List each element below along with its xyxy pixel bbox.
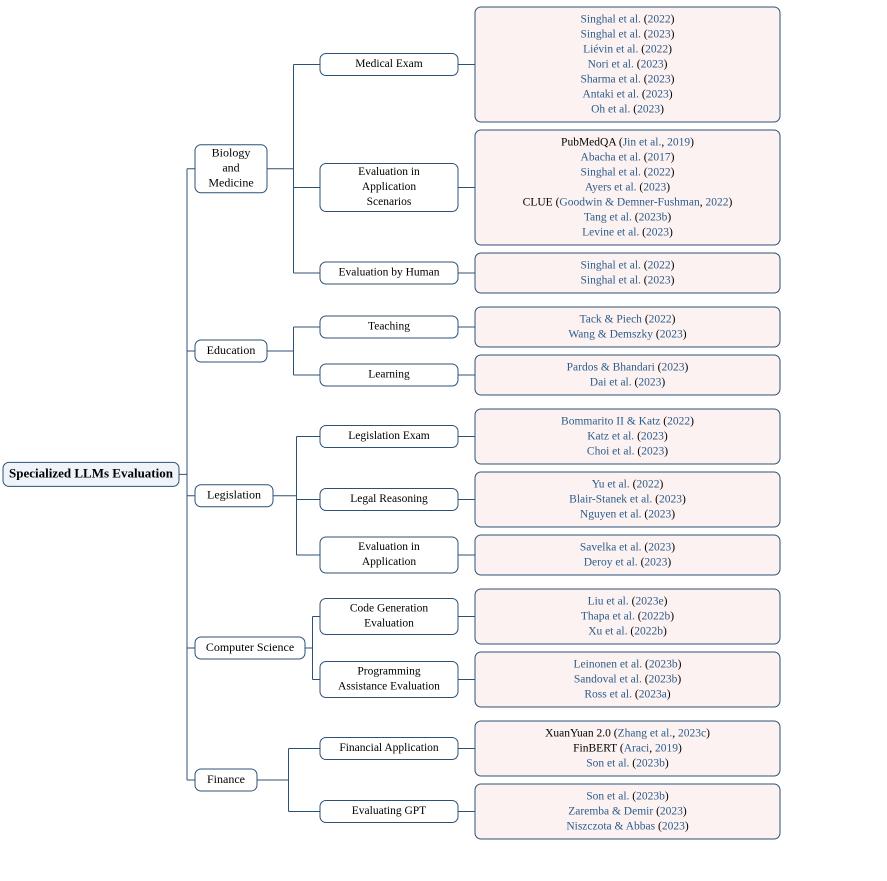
- sub-label-fin_gpt: Evaluating GPT: [352, 805, 426, 817]
- svg-text:Medical Exam: Medical Exam: [355, 58, 422, 70]
- ref-bio_app-6: Levine et al. (2023): [582, 226, 673, 238]
- svg-text:and: and: [222, 161, 239, 175]
- svg-text:Legislation: Legislation: [207, 488, 261, 502]
- ref-leg_reas-1: Blair-Stanek et al. (2023): [569, 493, 686, 505]
- edge-cat-fin: [257, 749, 320, 812]
- ref-bio_app-4: CLUE (Goodwin & Demner-Fushman, 2022): [523, 196, 733, 208]
- ref-cs_prog-2: Ross et al. (2023a): [584, 688, 670, 700]
- ref-bio_exam-3: Nori et al. (2023): [588, 58, 668, 70]
- ref-leg_app-1: Deroy et al. (2023): [584, 556, 672, 568]
- ref-bio_exam-5: Antaki et al. (2023): [582, 88, 672, 100]
- ref-leg_reas-2: Nguyen et al. (2023): [580, 508, 675, 520]
- ref-fin_app-1: FinBERT (Araci, 2019): [573, 742, 682, 754]
- sub-label-edu_teach: Teaching: [368, 321, 410, 333]
- ref-fin_gpt-2: Niszczota & Abbas (2023): [566, 820, 689, 832]
- ref-bio_exam-1: Singhal et al. (2023): [581, 28, 675, 40]
- ref-edu_teach-0: Tack & Piech (2022): [580, 313, 676, 325]
- svg-text:Finance: Finance: [207, 772, 245, 786]
- svg-text:Application: Application: [362, 181, 417, 193]
- sub-label-leg_exam: Legislation Exam: [348, 430, 429, 442]
- svg-text:Evaluation by Human: Evaluation by Human: [339, 267, 440, 279]
- ref-bio_app-5: Tang et al. (2023b): [584, 211, 672, 223]
- ref-bio_app-0: PubMedQA (Jin et al., 2019): [561, 136, 694, 148]
- svg-text:Specialized LLMs Evaluation: Specialized LLMs Evaluation: [9, 465, 174, 480]
- ref-bio_hum-1: Singhal et al. (2023): [581, 274, 675, 286]
- svg-text:Evaluating GPT: Evaluating GPT: [352, 805, 426, 817]
- ref-fin_app-0: XuanYuan 2.0 (Zhang et al., 2023c): [545, 727, 710, 739]
- cat-label-edu: Education: [207, 343, 256, 357]
- sub-label-bio_app: Evaluation in Application Scenarios: [358, 166, 420, 208]
- ref-leg_app-0: Savelka et al. (2023): [580, 541, 675, 553]
- svg-text:Financial Application: Financial Application: [339, 742, 439, 754]
- svg-text:Assistance Evaluation: Assistance Evaluation: [338, 681, 440, 693]
- svg-text:Education: Education: [207, 343, 256, 357]
- svg-text:Legislation Exam: Legislation Exam: [348, 430, 429, 442]
- svg-text:Evaluation: Evaluation: [364, 618, 414, 630]
- ref-edu_learn-1: Dai et al. (2023): [590, 376, 666, 388]
- svg-text:Teaching: Teaching: [368, 321, 410, 333]
- svg-text:Scenarios: Scenarios: [367, 196, 412, 208]
- ref-bio_app-1: Abacha et al. (2017): [581, 151, 675, 163]
- ref-bio_exam-0: Singhal et al. (2022): [581, 13, 675, 25]
- ref-bio_exam-4: Sharma et al. (2023): [581, 73, 675, 85]
- svg-text:Learning: Learning: [368, 369, 410, 381]
- ref-leg_reas-0: Yu et al. (2022): [592, 478, 664, 490]
- ref-cs_code-1: Thapa et al. (2022b): [581, 610, 674, 622]
- ref-cs_code-2: Xu et al. (2022b): [588, 625, 667, 637]
- ref-cs_code-0: Liu et al. (2023e): [588, 595, 668, 607]
- ref-bio_hum-0: Singhal et al. (2022): [581, 259, 675, 271]
- edge-cat-cs: [305, 617, 320, 680]
- svg-text:Medicine: Medicine: [208, 176, 253, 190]
- ref-edu_learn-0: Pardos & Bhandari (2023): [567, 361, 689, 373]
- ref-fin_gpt-0: Son et al. (2023b): [586, 790, 669, 802]
- svg-text:Legal Reasoning: Legal Reasoning: [350, 493, 428, 505]
- ref-leg_exam-0: Bommarito II & Katz (2022): [561, 415, 694, 427]
- cat-label-fin: Finance: [207, 772, 245, 786]
- ref-bio_exam-2: Liévin et al. (2022): [583, 43, 672, 55]
- svg-text:Evaluation in: Evaluation in: [358, 166, 420, 178]
- svg-text:Evaluation in: Evaluation in: [358, 541, 420, 553]
- ref-cs_prog-1: Sandoval et al. (2023b): [574, 673, 682, 685]
- sub-label-bio_hum: Evaluation by Human: [339, 267, 440, 279]
- ref-leg_exam-1: Katz et al. (2023): [587, 430, 668, 442]
- edge-cat-leg: [273, 437, 320, 556]
- ref-cs_prog-0: Leinonen et al. (2023b): [574, 658, 682, 670]
- edge-cat-bio: [267, 65, 320, 274]
- tree-diagram: Singhal et al. (2022) Singhal et al. (202…: [0, 0, 887, 881]
- ref-fin_gpt-1: Zaremba & Demir (2023): [568, 805, 687, 817]
- root-label: Specialized LLMs Evaluation: [9, 465, 174, 480]
- sub-label-edu_learn: Learning: [368, 369, 410, 381]
- cat-label-cs: Computer Science: [206, 640, 294, 654]
- svg-text:Code Generation: Code Generation: [350, 603, 428, 615]
- edge-cat-edu: [267, 327, 320, 375]
- svg-text:Biology: Biology: [212, 146, 251, 160]
- cat-label-leg: Legislation: [207, 488, 261, 502]
- svg-text:Application: Application: [362, 556, 417, 568]
- ref-bio_exam-6: Oh et al. (2023): [591, 103, 664, 115]
- ref-bio_app-3: Ayers et al. (2023): [585, 181, 670, 193]
- ref-bio_app-2: Singhal et al. (2022): [581, 166, 675, 178]
- ref-leg_exam-2: Choi et al. (2023): [587, 445, 668, 457]
- ref-edu_teach-1: Wang & Demszky (2023): [568, 328, 686, 340]
- ref-fin_app-2: Son et al. (2023b): [586, 757, 669, 769]
- sub-label-bio_exam: Medical Exam: [355, 58, 422, 70]
- sub-label-fin_app: Financial Application: [339, 742, 439, 754]
- svg-text:Computer Science: Computer Science: [206, 640, 294, 654]
- svg-text:Programming: Programming: [357, 666, 420, 678]
- sub-label-leg_reas: Legal Reasoning: [350, 493, 428, 505]
